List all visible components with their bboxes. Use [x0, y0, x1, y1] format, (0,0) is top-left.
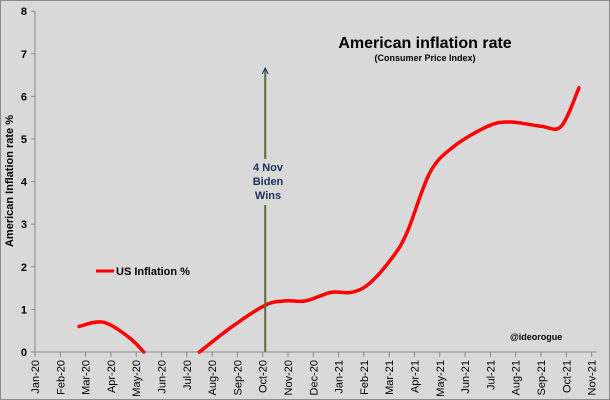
x-tick-label: Jun-21	[460, 360, 472, 394]
chart-subtitle: (Consumer Price Index)	[374, 53, 475, 63]
x-tick-label: Feb-21	[359, 360, 371, 395]
x-tick-label: Aug-21	[511, 360, 523, 395]
x-tick-label: Dec-20	[308, 360, 320, 395]
x-tick-label: Apr-21	[410, 360, 422, 393]
x-tick-label: Oct-21	[561, 360, 573, 393]
arrow-up-icon	[261, 66, 269, 75]
y-tick-label: 7	[21, 49, 27, 61]
x-tick-label: Jan-21	[334, 360, 346, 394]
y-tick-label: 3	[21, 219, 27, 231]
y-tick-label: 1	[21, 304, 27, 316]
watermark: @ideorogue	[510, 332, 562, 342]
y-axis-label: American Inflation rate %	[4, 115, 16, 247]
event-label-2: Biden	[253, 176, 284, 188]
x-tick-label: Nov-20	[283, 360, 295, 395]
y-tick-label: 2	[21, 262, 27, 274]
x-tick-label: Sep-21	[536, 360, 548, 395]
x-tick-label: Apr-20	[106, 360, 118, 393]
x-tick-label: Jan-20	[30, 360, 42, 394]
y-tick-label: 8	[21, 6, 27, 18]
x-tick-label: Nov-21	[587, 360, 599, 395]
y-tick-label: 5	[21, 134, 27, 146]
y-tick-label: 4	[21, 177, 28, 189]
x-tick-label: Aug-20	[207, 360, 219, 395]
x-tick-label: Oct-20	[258, 360, 270, 393]
x-tick-label: May-20	[131, 360, 143, 397]
x-tick-label: Sep-20	[232, 360, 244, 395]
x-tick-label: Feb-20	[55, 360, 67, 395]
x-tick-label: Jun-20	[157, 360, 169, 394]
event-label-3: Wins	[255, 190, 281, 202]
y-tick-label: 6	[21, 91, 27, 103]
y-tick-label: 0	[21, 347, 27, 359]
x-tick-label: Mar-20	[81, 360, 93, 395]
event-label-1: 4 Nov	[253, 162, 284, 174]
series-line-us-inflation	[77, 320, 146, 354]
x-tick-label: May-21	[435, 360, 447, 397]
x-tick-label: Jul-21	[485, 360, 497, 390]
chart-title: American inflation rate	[338, 35, 511, 52]
series-line-us-inflation	[197, 86, 581, 354]
x-tick-label: Jul-20	[182, 360, 194, 390]
x-tick-label: Mar-21	[384, 360, 396, 395]
legend-label: US Inflation %	[116, 266, 190, 278]
